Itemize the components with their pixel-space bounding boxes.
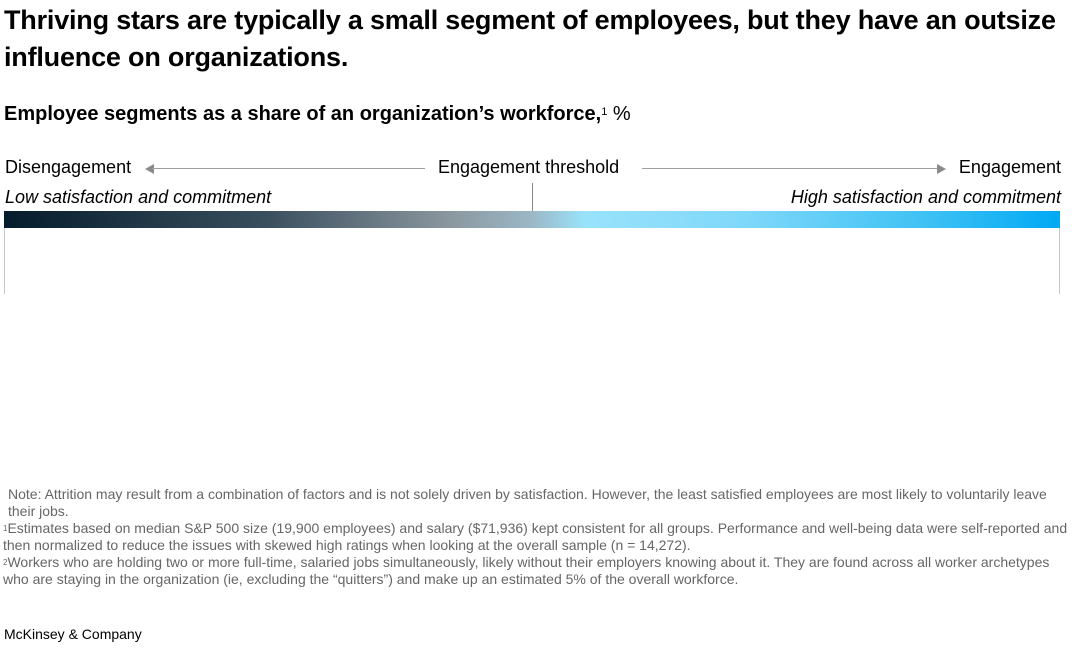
arrow-left-icon <box>145 164 154 174</box>
chart-title: Thriving stars are typically a small seg… <box>4 5 1056 72</box>
note-text: Note: Attrition may result from a combin… <box>8 486 1047 519</box>
engagement-threshold-label: Engagement threshold <box>438 157 620 177</box>
arrow-right-icon <box>937 164 946 174</box>
subtitle-unit: % <box>607 103 631 125</box>
footnote-1-mark: 1 <box>3 524 8 533</box>
footnote-2-text: Workers who are holding two or more full… <box>3 554 1050 587</box>
footnotes: Note: Attrition may result from a combin… <box>3 486 1075 588</box>
footnote-2-mark: 2 <box>3 558 8 567</box>
footnote-1: 1Estimates based on median S&P 500 size … <box>3 520 1075 554</box>
disengagement-label: Disengagement <box>5 157 132 177</box>
chart-subtitle: Employee segments as a share of an organ… <box>4 101 631 127</box>
subtitle-footnote-mark: 1 <box>601 106 608 118</box>
threshold-marker <box>532 183 533 228</box>
footnote-1-text: Estimates based on median S&P 500 size (… <box>3 520 1068 553</box>
right-boundary-line <box>1059 228 1060 294</box>
subtitle-text: Employee segments as a share of an organ… <box>4 103 602 125</box>
brand-logo: McKinsey & Company <box>4 626 142 642</box>
engagement-label: Engagement <box>958 157 1061 177</box>
engagement-axis: Disengagement Engagement threshold Engag… <box>0 157 1080 181</box>
arrow-left-line <box>152 168 425 169</box>
low-satisfaction-label: Low satisfaction and commitment <box>5 187 272 207</box>
engagement-gradient-bar <box>4 211 1060 228</box>
arrow-right-line <box>642 168 938 169</box>
left-boundary-line <box>4 228 5 294</box>
high-satisfaction-label: High satisfaction and commitment <box>790 187 1061 207</box>
footnote-2: 2Workers who are holding two or more ful… <box>3 554 1075 588</box>
